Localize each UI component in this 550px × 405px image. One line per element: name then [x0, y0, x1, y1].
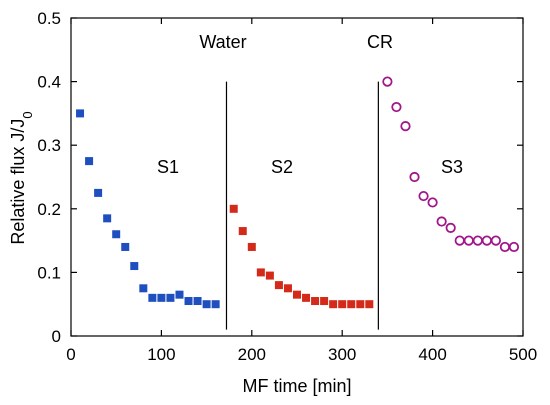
tick-labels: 0 100 200 300 400 500 0 0.1 0.2 0.3 0.4 0.5	[37, 9, 537, 364]
data-point	[391, 101, 402, 113]
y-axis-title-subscript: 0	[20, 111, 35, 118]
y-tick-label: 0.3	[37, 136, 61, 155]
data-point	[293, 290, 301, 299]
data-point	[454, 235, 465, 246]
data-point	[193, 297, 202, 306]
x-tick-label: 500	[509, 345, 537, 364]
annotation-water: Water	[199, 32, 246, 52]
data-point	[229, 204, 238, 213]
data-point	[463, 235, 474, 246]
annotation-s1: S1	[157, 157, 179, 177]
x-tick-label: 400	[418, 345, 446, 364]
data-point	[382, 76, 393, 87]
data-point	[238, 227, 247, 236]
data-point	[112, 230, 121, 239]
data-point	[148, 293, 157, 302]
data-point	[311, 297, 320, 306]
x-tick-label: 0	[66, 345, 75, 364]
series-2	[229, 204, 374, 309]
data-point	[175, 290, 184, 299]
data-point	[400, 121, 411, 132]
series-1	[76, 109, 220, 309]
x-tick-label: 300	[328, 345, 356, 364]
data-point	[329, 300, 338, 309]
y-tick-label: 0	[52, 327, 61, 346]
data-point	[202, 300, 211, 309]
x-tick-label: 200	[238, 345, 266, 364]
axis-ticks	[70, 17, 524, 337]
data-point	[121, 242, 130, 251]
annotation-s3: S3	[441, 157, 463, 177]
data-point	[157, 293, 166, 302]
data-point	[508, 241, 520, 253]
phase-dividers	[225, 81, 379, 330]
data-point	[247, 242, 256, 251]
data-point	[139, 284, 148, 293]
data-point	[274, 281, 283, 290]
data-point	[472, 235, 483, 246]
data-point	[436, 216, 447, 227]
y-axis-title-main: Relative flux J/J	[8, 119, 28, 245]
data-point	[320, 297, 329, 306]
data-point	[490, 235, 501, 246]
y-tick-label: 0.2	[37, 200, 61, 219]
data-point	[130, 262, 139, 271]
data-point	[365, 300, 374, 309]
annotation-cr: CR	[367, 32, 393, 52]
data-point	[445, 222, 456, 233]
x-axis-title: MF time [min]	[242, 376, 351, 396]
data-point	[256, 268, 265, 277]
plot-frame	[70, 17, 524, 337]
data-point	[418, 190, 429, 202]
y-axis-title: Relative flux J/J0	[8, 111, 35, 244]
series-3	[382, 76, 520, 253]
y-tick-label: 0.5	[37, 9, 61, 28]
data-points	[76, 76, 520, 309]
data-point	[265, 271, 274, 280]
data-point	[481, 235, 492, 246]
data-point	[338, 300, 347, 309]
data-point	[85, 157, 94, 166]
data-point	[211, 300, 220, 309]
data-point	[409, 171, 420, 183]
data-point	[356, 300, 365, 309]
data-point	[283, 284, 292, 293]
data-point	[427, 197, 438, 208]
data-point	[103, 214, 112, 223]
data-point	[166, 293, 175, 302]
data-point	[184, 297, 193, 306]
data-point	[347, 300, 356, 309]
y-tick-label: 0.1	[37, 263, 61, 282]
y-tick-label: 0.4	[37, 73, 61, 92]
data-point	[94, 188, 103, 197]
annotation-s2: S2	[271, 157, 293, 177]
data-point	[76, 109, 85, 118]
data-point	[499, 241, 511, 253]
x-tick-label: 100	[147, 345, 175, 364]
data-point	[302, 293, 311, 302]
annotations: Water CR S1 S2 S3	[157, 32, 463, 177]
plot-area	[70, 17, 524, 337]
